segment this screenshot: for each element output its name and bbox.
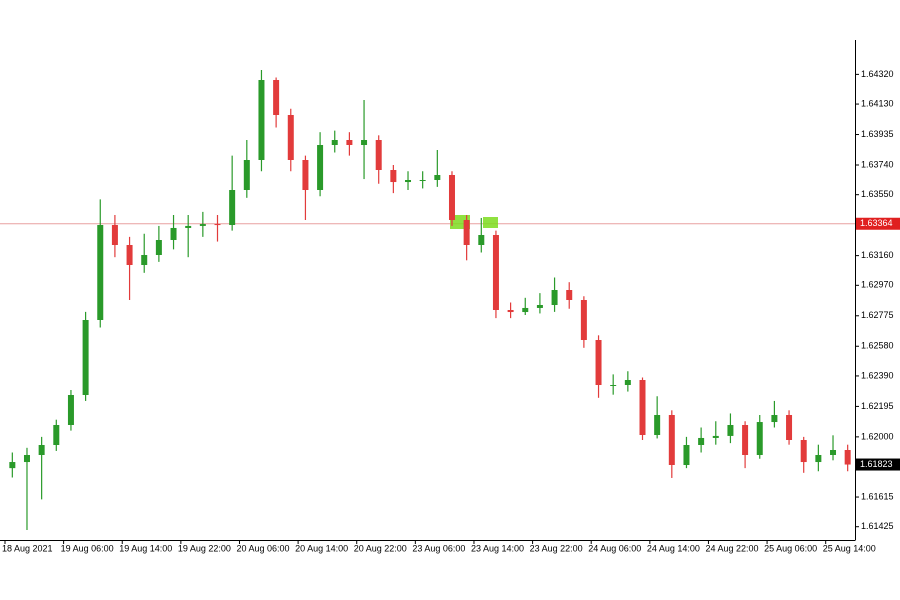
candle-body (786, 415, 793, 440)
highlight-marker (483, 217, 498, 228)
candle-body (23, 455, 30, 463)
candle-body (111, 225, 118, 245)
candle-body (727, 425, 734, 436)
y-tick-label: 1.62195 (861, 401, 894, 411)
x-tick-label: 19 Aug 06:00 (61, 543, 114, 553)
candle-body (126, 245, 133, 265)
candle-body (434, 175, 441, 180)
candle-body (331, 140, 338, 145)
candle-body (771, 415, 778, 423)
last-price-box (856, 458, 900, 471)
x-tick-label: 23 Aug 14:00 (471, 543, 524, 553)
x-tick-label: 24 Aug 14:00 (647, 543, 700, 553)
x-tick-label: 24 Aug 06:00 (588, 543, 641, 553)
y-tick-label: 1.63160 (861, 250, 894, 260)
candle-body (82, 320, 89, 395)
candle-body (390, 170, 397, 183)
y-tick-label: 1.62580 (861, 341, 894, 351)
candle-body (478, 235, 485, 245)
candle-body (698, 437, 705, 445)
y-tick-label: 1.61615 (861, 491, 894, 501)
candle-body (38, 445, 45, 455)
candle-body (375, 140, 382, 170)
candle-body (287, 115, 294, 160)
candle-body (214, 224, 221, 226)
candle-body (448, 175, 455, 220)
candle-body (419, 180, 426, 181)
y-tick-label: 1.62000 (861, 431, 894, 441)
candle-body (639, 380, 646, 435)
y-tick-label: 1.62390 (861, 370, 894, 380)
x-tick-label: 25 Aug 14:00 (823, 543, 876, 553)
candle-body (507, 310, 514, 313)
candle-body (463, 220, 470, 245)
candle-body (302, 160, 309, 190)
x-tick-label: 19 Aug 14:00 (119, 543, 172, 553)
candle-body (624, 380, 631, 385)
last-price-label: 1.61823 (860, 459, 893, 469)
candle-body (668, 415, 675, 465)
candle-body (258, 80, 265, 160)
candle-body (551, 290, 558, 305)
y-tick-label: 1.64320 (861, 69, 894, 79)
x-tick-label: 23 Aug 06:00 (412, 543, 465, 553)
candle-body (712, 435, 719, 438)
candle-body (815, 455, 822, 463)
y-tick-label: 1.61425 (861, 521, 894, 531)
x-tick-label: 19 Aug 22:00 (178, 543, 231, 553)
candle-body (580, 300, 587, 340)
candle-body (273, 80, 280, 115)
y-tick-label: 1.63550 (861, 189, 894, 199)
candle-body (595, 340, 602, 385)
candle-body (9, 462, 16, 469)
y-tick-label: 1.62970 (861, 280, 894, 290)
y-tick-label: 1.62775 (861, 310, 894, 320)
candle-body (654, 415, 661, 435)
candle-body (361, 140, 368, 145)
candle-body (844, 450, 851, 465)
x-tick-label: 23 Aug 22:00 (530, 543, 583, 553)
candle-body (155, 240, 162, 255)
x-tick-label: 25 Aug 06:00 (764, 543, 817, 553)
y-tick-label: 1.63935 (861, 129, 894, 139)
candle-body (830, 450, 837, 455)
price-line-label: 1.63364 (860, 218, 893, 228)
x-tick-label: 24 Aug 22:00 (705, 543, 758, 553)
candle-body (199, 224, 206, 226)
price-line-label-box (856, 217, 900, 230)
candle-body (800, 440, 807, 463)
candle-body (536, 305, 543, 308)
candle-body (229, 190, 236, 225)
candle-body (756, 422, 763, 455)
candle-body (97, 225, 104, 320)
candle-body (492, 235, 499, 310)
candle-body (742, 425, 749, 455)
candle-body (53, 425, 60, 445)
candle-body (67, 395, 74, 425)
y-tick-label: 1.64130 (861, 98, 894, 108)
candle-body (346, 140, 353, 145)
candle-body (141, 255, 148, 265)
candle-body (610, 385, 617, 386)
candle-body (405, 180, 412, 183)
x-tick-label: 18 Aug 2021 (2, 543, 53, 553)
candle-body (317, 145, 324, 190)
candle-body (243, 160, 250, 190)
x-tick-label: 20 Aug 06:00 (236, 543, 289, 553)
y-tick-label: 1.63740 (861, 159, 894, 169)
candle-body (185, 225, 192, 228)
x-tick-label: 20 Aug 22:00 (354, 543, 407, 553)
candle-body (566, 290, 573, 300)
candle-body (683, 445, 690, 465)
candle-body (170, 227, 177, 240)
candle-body (522, 307, 529, 313)
x-tick-label: 20 Aug 14:00 (295, 543, 348, 553)
